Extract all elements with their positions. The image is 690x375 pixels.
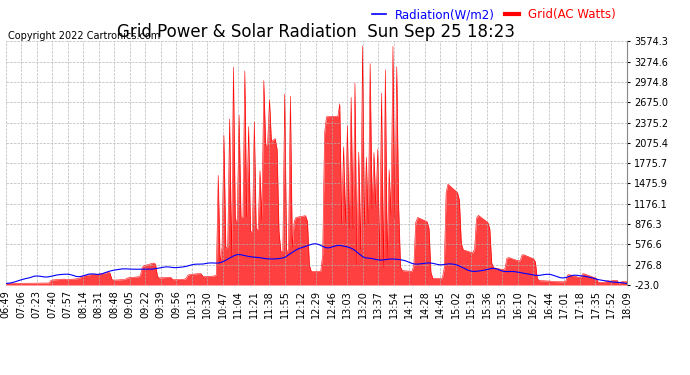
Text: Copyright 2022 Cartronics.com: Copyright 2022 Cartronics.com: [8, 32, 161, 41]
Title: Grid Power & Solar Radiation  Sun Sep 25 18:23: Grid Power & Solar Radiation Sun Sep 25 …: [117, 23, 515, 41]
Legend: Radiation(W/m2), Grid(AC Watts): Radiation(W/m2), Grid(AC Watts): [367, 3, 620, 26]
